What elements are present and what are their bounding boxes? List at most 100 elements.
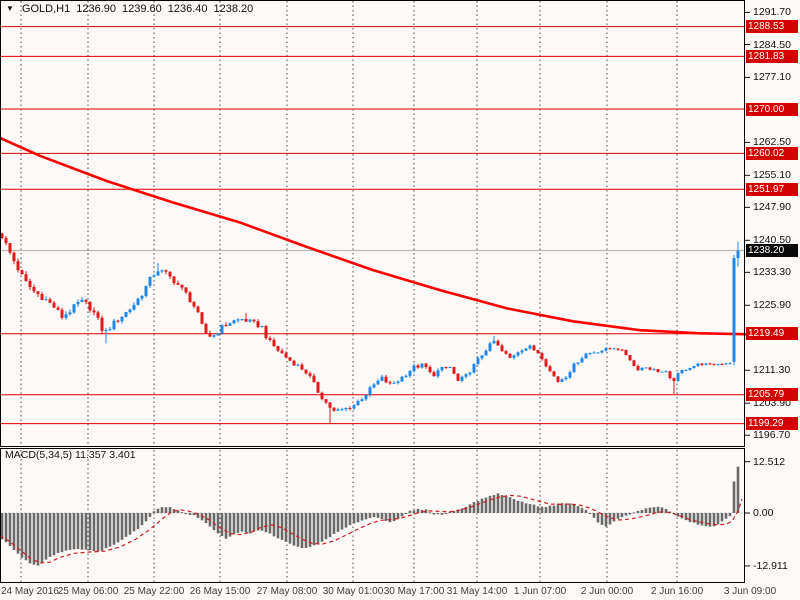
candle-body: [320, 392, 324, 400]
candle-body: [592, 352, 596, 354]
macd-histogram-bar: [660, 507, 664, 513]
macd-histogram-bar: [500, 495, 504, 513]
level-price-badge: 1205.79: [746, 388, 798, 402]
macd-histogram-bar: [76, 513, 80, 550]
time-axis[interactable]: 24 May 2016 25 May 06:00 25 May 22:00 26 Ma…: [0, 584, 800, 600]
candle-body: [104, 329, 108, 331]
candle-body: [280, 350, 284, 354]
candle-body: [176, 283, 180, 285]
candle-body: [108, 329, 112, 331]
macd-histogram-bar: [52, 513, 56, 556]
price-tick-label: 1233.30: [753, 266, 791, 279]
candle-body: [96, 312, 100, 318]
candle-body: [568, 372, 572, 378]
candle-body: [28, 280, 32, 288]
macd-histogram-bar: [184, 513, 188, 514]
candle-body: [272, 339, 276, 347]
candle-body: [60, 309, 64, 318]
candle-body: [216, 333, 220, 336]
macd-histogram-bar: [160, 507, 164, 513]
candle-body: [80, 299, 84, 302]
candle-body: [556, 376, 560, 382]
candle-body: [488, 343, 492, 351]
candle-body: [532, 345, 536, 351]
macd-histogram-bar: [288, 513, 292, 544]
candle-body: [20, 270, 24, 275]
candle-body: [472, 364, 476, 373]
macd-indicator-label: MACD(5,34,5) 11.357 3.401: [5, 449, 136, 473]
candle-body: [648, 367, 652, 370]
candle-body: [8, 243, 12, 253]
macd-histogram-bar: [404, 513, 408, 514]
price-tick-label: 1291.70: [753, 6, 791, 19]
macd-histogram-bar: [140, 513, 144, 526]
macd-histogram-bar: [96, 513, 100, 552]
macd-histogram-bar: [220, 513, 224, 537]
macd-histogram-bar: [84, 513, 88, 550]
macd-histogram-bar: [720, 513, 724, 522]
candle-body: [644, 367, 648, 369]
macd-histogram-bar: [488, 495, 492, 513]
macd-histogram-bar: [520, 501, 524, 513]
macd-histogram-bar: [68, 513, 72, 550]
level-price-badge: 1270.00: [746, 102, 798, 116]
macd-histogram-bar: [600, 513, 604, 525]
macd-histogram-bar: [128, 513, 132, 535]
candle-body: [448, 366, 452, 368]
candle-body: [712, 363, 716, 365]
candle-body: [120, 316, 124, 322]
macd-histogram-bar: [428, 512, 432, 514]
macd-histogram-bar: [252, 513, 256, 532]
macd-histogram-bar: [188, 513, 192, 515]
macd-histogram-bar: [72, 513, 76, 550]
macd-axis-label: -12.911: [753, 559, 788, 572]
macd-histogram-bar: [192, 513, 196, 516]
macd-histogram-bar: [12, 513, 16, 551]
macd-axis[interactable]: 12.512 0.00 -12.911: [745, 449, 800, 583]
moving-average-line[interactable]: [0, 136, 747, 336]
macd-histogram-bar: [236, 513, 240, 533]
macd-histogram-bar: [276, 513, 280, 539]
macd-histogram-bar: [36, 513, 40, 566]
candle-body: [52, 302, 56, 308]
candle-body: [580, 358, 584, 363]
macd-histogram-bar: [324, 513, 328, 540]
macd-histogram-bar: [392, 513, 396, 522]
macd-histogram-bar: [480, 498, 484, 513]
macd-histogram-bar: [32, 513, 36, 565]
candle-body: [464, 374, 468, 377]
macd-histogram-bar: [304, 513, 308, 548]
macd-histogram-bar: [396, 513, 400, 520]
candle-body: [584, 353, 588, 359]
candle-body: [116, 320, 120, 322]
macd-histogram-bar: [92, 513, 96, 551]
macd-histogram-bar: [248, 513, 252, 534]
candle-body: [84, 299, 88, 302]
candle-body: [540, 353, 544, 360]
candle-body: [720, 363, 724, 365]
candle-body: [160, 270, 164, 272]
candle-body: [24, 274, 28, 281]
candle-body: [684, 369, 688, 371]
candle-body: [148, 276, 152, 286]
candle-body: [612, 348, 616, 350]
macd-histogram-bar: [716, 513, 720, 525]
candle-body: [436, 370, 440, 377]
macd-histogram-bar: [640, 510, 644, 513]
candle-body: [32, 287, 36, 292]
price-axis[interactable]: 1291.70 1284.50 1277.10 1262.50 1255.10 1247.…: [745, 0, 800, 447]
candle-body: [36, 291, 40, 295]
macd-histogram-bar: [592, 513, 596, 518]
candle-body: [736, 250, 740, 259]
candle-body: [452, 366, 456, 374]
macd-histogram-bar: [724, 513, 728, 519]
macd-histogram-bar: [452, 510, 456, 513]
macd-histogram-bar: [728, 513, 732, 517]
candle-body: [340, 409, 344, 411]
candle-body: [544, 359, 548, 367]
candle-body: [692, 365, 696, 369]
candle-body: [352, 405, 356, 409]
candle-body: [64, 314, 68, 318]
